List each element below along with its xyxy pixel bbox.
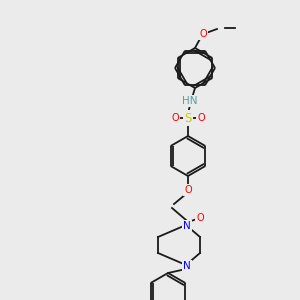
Text: O: O — [184, 185, 192, 195]
Text: N: N — [183, 221, 191, 231]
Text: O: O — [171, 113, 179, 123]
Text: O: O — [196, 213, 204, 223]
Text: O: O — [199, 29, 207, 39]
Text: HN: HN — [182, 96, 198, 106]
Text: S: S — [184, 112, 192, 124]
Text: N: N — [183, 261, 191, 271]
Text: O: O — [197, 113, 205, 123]
